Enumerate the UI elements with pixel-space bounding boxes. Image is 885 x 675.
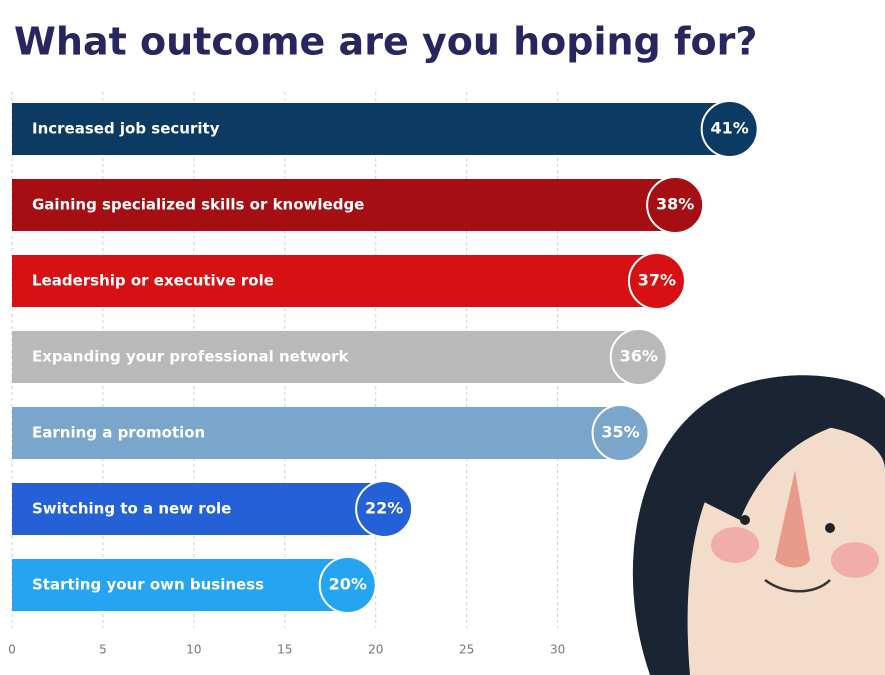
value-label: 37% bbox=[638, 271, 676, 290]
bangs bbox=[700, 415, 860, 520]
cheek bbox=[711, 527, 759, 563]
nose bbox=[775, 470, 810, 568]
x-tick-label: 5 bbox=[99, 643, 107, 657]
category-label: Leadership or executive role bbox=[32, 272, 274, 290]
value-badge bbox=[646, 176, 705, 234]
bar bbox=[12, 559, 348, 611]
eye bbox=[740, 515, 750, 525]
value-label: 22% bbox=[365, 499, 403, 518]
bar bbox=[12, 331, 639, 383]
x-tick-label: 30 bbox=[550, 643, 565, 657]
value-label: 41% bbox=[711, 119, 749, 138]
value-badge bbox=[355, 480, 414, 538]
value-label: 38% bbox=[656, 195, 694, 214]
value-badge bbox=[627, 252, 686, 310]
category-label: Expanding your professional network bbox=[32, 348, 350, 366]
category-label: Starting your own business bbox=[32, 576, 264, 594]
category-label: Increased job security bbox=[32, 120, 220, 138]
bar bbox=[12, 483, 385, 535]
category-label: Gaining specialized skills or knowledge bbox=[32, 196, 364, 214]
bar bbox=[12, 407, 621, 459]
bar bbox=[12, 255, 657, 307]
x-tick-label: 15 bbox=[277, 643, 292, 657]
category-label: Switching to a new role bbox=[32, 500, 231, 518]
chart-title: What outcome are you hoping for? bbox=[14, 20, 757, 64]
bar bbox=[12, 179, 676, 231]
illustration bbox=[632, 375, 885, 675]
mouth bbox=[764, 578, 831, 593]
category-label: Earning a promotion bbox=[32, 424, 205, 442]
cheek bbox=[831, 542, 879, 578]
bar bbox=[12, 103, 730, 155]
value-label: 20% bbox=[329, 575, 367, 594]
plot: 0 5 10 15 20 25 30 Increased job security 41% Gai… bbox=[8, 92, 759, 657]
x-tick-label: 0 bbox=[8, 643, 16, 657]
value-label: 36% bbox=[620, 347, 658, 366]
value-badge bbox=[318, 556, 377, 614]
value-badge bbox=[609, 328, 668, 386]
x-tick-label: 10 bbox=[186, 643, 201, 657]
eye bbox=[825, 523, 835, 533]
value-badge bbox=[591, 404, 650, 462]
value-badge bbox=[700, 100, 759, 158]
value-label: 35% bbox=[601, 423, 639, 442]
x-tick-label: 20 bbox=[368, 643, 383, 657]
x-tick-label: 25 bbox=[459, 643, 474, 657]
